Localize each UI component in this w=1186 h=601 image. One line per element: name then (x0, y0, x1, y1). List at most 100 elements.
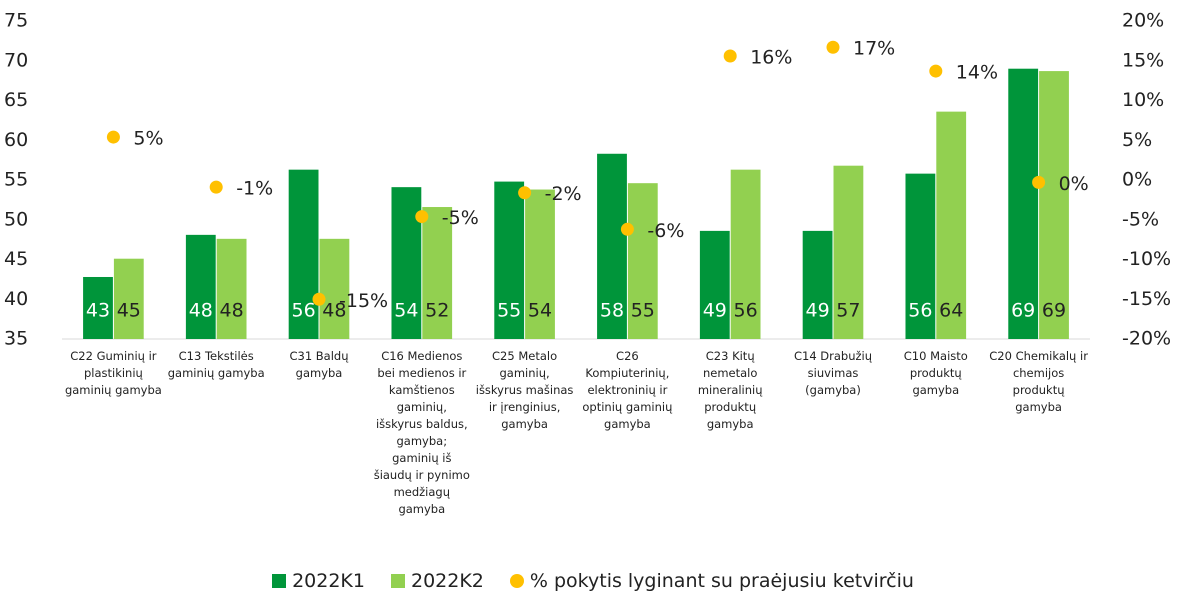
bar (216, 238, 247, 339)
point (106, 130, 120, 144)
bar-label: 45 (117, 300, 141, 322)
bar (1039, 71, 1069, 340)
y2-tick-label: 5% (1122, 129, 1152, 151)
bar (185, 234, 216, 339)
y-tick-label: 65 (4, 89, 28, 111)
bar (802, 230, 833, 339)
bar-label: 52 (425, 300, 449, 322)
y-tick-label: 35 (4, 328, 28, 350)
bar-label: 54 (528, 300, 552, 322)
bar-label: 58 (600, 300, 624, 322)
legend: 2022K1 2022K2 % pokytis lyginant su praėju… (0, 570, 1186, 592)
y-tick-label: 50 (4, 208, 28, 230)
bar (699, 230, 730, 339)
bar-label: 48 (220, 300, 244, 322)
bar (391, 187, 422, 339)
y-tick-label: 60 (4, 129, 28, 151)
legend-item: 2022K1 (272, 570, 365, 592)
bar-label: 48 (189, 300, 213, 322)
point-label: -6% (647, 220, 684, 242)
x-tick-label: C16 Medienos bei medienos ir kamštienos … (373, 349, 470, 516)
point-label: 16% (750, 46, 792, 68)
bar-label: 48 (322, 300, 346, 322)
point (209, 180, 223, 194)
y2-tick-label: 15% (1122, 49, 1164, 71)
bar (597, 153, 627, 339)
legend-swatch (509, 574, 524, 588)
bar-label: 49 (806, 300, 830, 322)
legend-item: 2022K2 (390, 570, 484, 592)
bar-label: 55 (631, 300, 655, 322)
point-label: -15% (339, 290, 388, 312)
legend-label: 2022K2 (410, 570, 484, 592)
bar (288, 169, 319, 339)
bar (905, 173, 936, 339)
legend-swatch (272, 574, 287, 588)
y2-tick-label: -10% (1122, 248, 1171, 270)
legend-label: % pokytis lyginant su praėjusiu ketvirči… (529, 570, 914, 592)
point (518, 186, 532, 200)
y2-tick-label: -5% (1122, 208, 1159, 230)
point-label: -1% (236, 178, 273, 200)
bar (833, 165, 864, 339)
legend-item: % pokytis lyginant su praėjusiu ketvirči… (509, 570, 914, 592)
point (415, 210, 429, 224)
bar (525, 189, 555, 339)
point (826, 40, 840, 54)
bar (83, 276, 113, 339)
y2-tick-label: -15% (1122, 288, 1171, 310)
y-tick-label: 40 (4, 288, 28, 310)
x-tick-label: C10 Maisto produktų gamyba (903, 349, 968, 397)
bar-label: 56 (734, 300, 758, 322)
legend-label: 2022K1 (292, 570, 365, 592)
point-label: 14% (956, 62, 998, 84)
point (312, 292, 326, 306)
x-tick-label: C26 Kompiuterinių, elektroninių ir optin… (582, 349, 673, 431)
bar (422, 207, 453, 339)
point-label: -2% (545, 183, 582, 205)
bar (627, 183, 658, 339)
x-tick-label: C13 Tekstilės gaminių gamyba (167, 349, 265, 380)
bar-label: 56 (292, 300, 316, 322)
y-tick-label: 45 (4, 248, 28, 270)
bar-label: 55 (497, 300, 521, 322)
bar (936, 111, 967, 339)
bar-label: 69 (1011, 300, 1035, 322)
bar (730, 169, 761, 339)
point (620, 222, 634, 236)
point (723, 49, 737, 63)
y2-tick-label: 10% (1122, 89, 1164, 111)
point-label: 17% (853, 38, 895, 60)
point-label: 0% (1059, 173, 1089, 195)
bar-label: 64 (939, 300, 963, 322)
bar (319, 238, 350, 339)
y-tick-label: 75 (4, 10, 28, 32)
bar-label: 69 (1042, 300, 1066, 322)
x-tick-label: C20 Chemikalų ir chemijos produktų gamyb… (989, 349, 1088, 414)
y-tick-label: 70 (4, 49, 28, 71)
bar-label: 57 (836, 300, 860, 322)
bar (494, 181, 525, 339)
x-tick-label: C23 Kitų nemetalo mineralinių produktų g… (697, 349, 763, 431)
bar-label: 43 (86, 300, 110, 322)
x-tick-label: C31 Baldų gamyba (289, 349, 349, 380)
bar-label: 49 (703, 300, 727, 322)
y-tick-label: 55 (4, 169, 28, 191)
x-tick-label: C22 Guminių ir plastikinių gaminių gamyb… (64, 349, 162, 397)
point (929, 64, 943, 78)
point-label: -5% (442, 207, 479, 229)
bar (1008, 68, 1039, 339)
bar-label: 54 (394, 300, 418, 322)
point-label: 5% (133, 128, 163, 150)
bar-label: 56 (908, 300, 932, 322)
y2-tick-label: 20% (1122, 10, 1164, 32)
bar (113, 258, 144, 339)
y2-tick-label: 0% (1122, 169, 1152, 191)
y2-tick-label: -20% (1122, 328, 1171, 350)
legend-swatch (390, 574, 405, 588)
point (1032, 175, 1046, 189)
x-tick-label: C14 Drabužių siuvimas (gamyba) (793, 349, 873, 397)
x-tick-label: C25 Metalo gaminių, išskyrus mašinas ir … (475, 349, 574, 431)
